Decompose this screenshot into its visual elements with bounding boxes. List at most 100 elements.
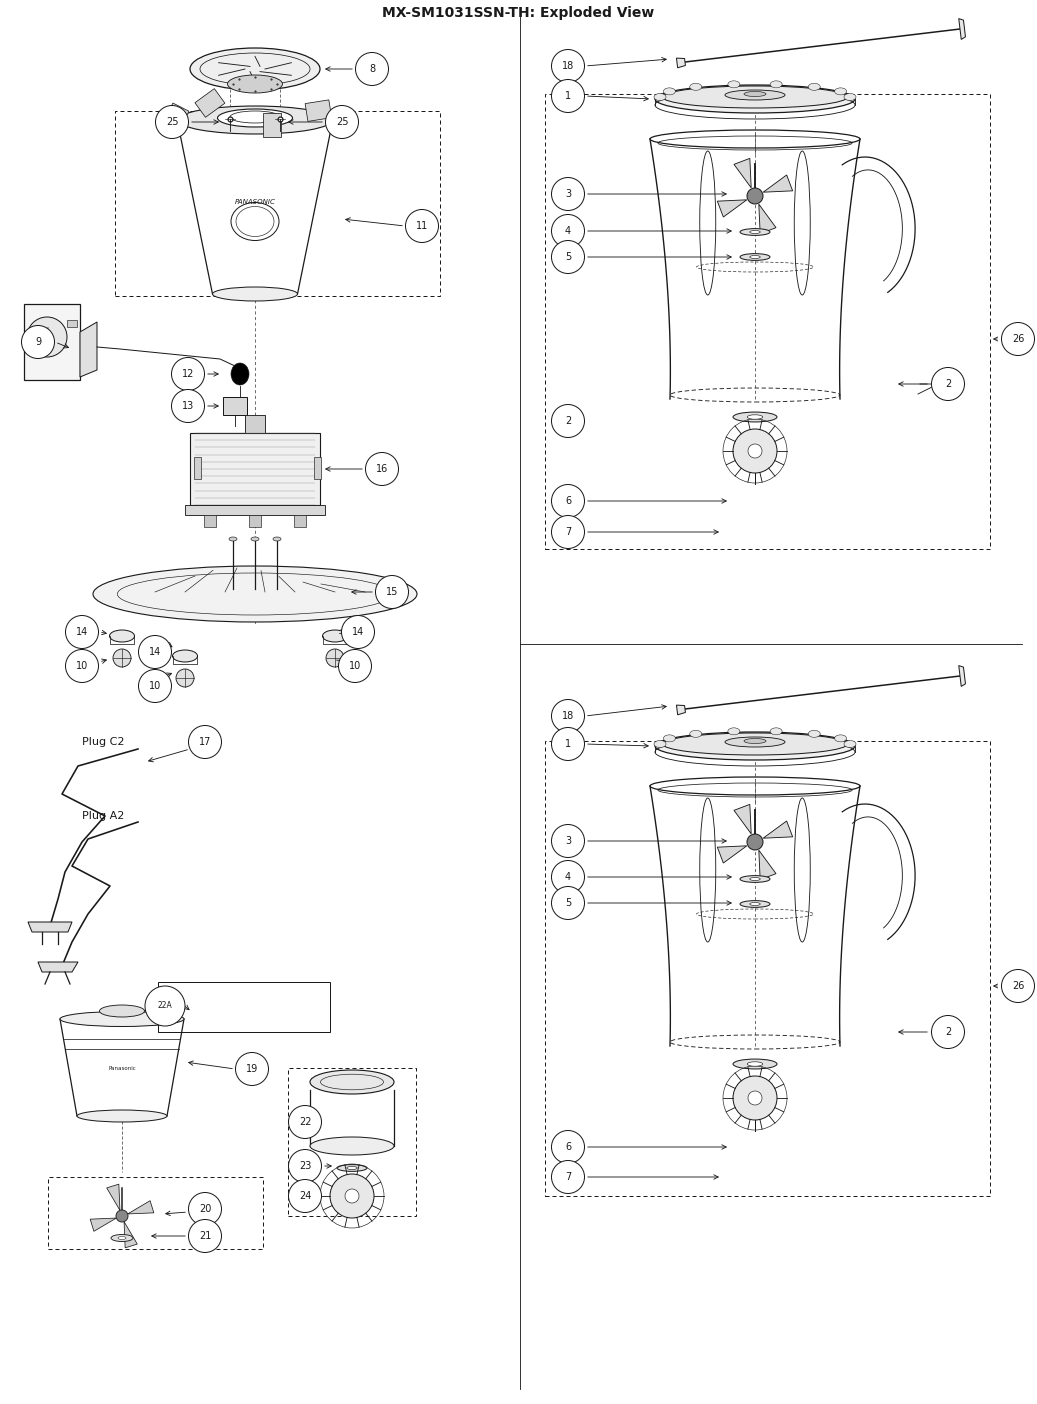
Polygon shape <box>28 922 72 932</box>
Text: Plug C2: Plug C2 <box>82 737 124 747</box>
Circle shape <box>552 699 585 733</box>
Ellipse shape <box>750 256 760 258</box>
Bar <box>288 1068 416 1216</box>
Bar <box>194 456 201 479</box>
Text: 14: 14 <box>352 628 364 637</box>
Polygon shape <box>959 18 965 39</box>
Polygon shape <box>734 804 751 834</box>
Text: 0: 0 <box>45 341 49 347</box>
Ellipse shape <box>273 536 281 541</box>
Circle shape <box>931 368 964 400</box>
Text: 22A: 22A <box>158 1001 172 1011</box>
Circle shape <box>405 209 439 243</box>
Ellipse shape <box>844 94 856 101</box>
Ellipse shape <box>100 1005 144 1016</box>
Circle shape <box>733 430 777 473</box>
Ellipse shape <box>835 734 846 741</box>
Ellipse shape <box>654 740 666 747</box>
Text: 6: 6 <box>565 496 571 505</box>
Ellipse shape <box>770 81 782 88</box>
Circle shape <box>176 668 194 687</box>
Circle shape <box>288 1150 321 1182</box>
Bar <box>204 515 216 526</box>
Polygon shape <box>959 665 965 687</box>
Ellipse shape <box>748 1061 762 1066</box>
Polygon shape <box>90 1219 116 1231</box>
Bar <box>115 111 440 296</box>
Ellipse shape <box>251 536 259 541</box>
Bar <box>245 416 265 432</box>
Text: 6: 6 <box>565 1141 571 1153</box>
Circle shape <box>189 1220 222 1252</box>
Ellipse shape <box>218 110 292 126</box>
Bar <box>305 100 332 121</box>
Ellipse shape <box>93 566 417 622</box>
Circle shape <box>552 886 585 920</box>
Ellipse shape <box>740 254 770 260</box>
Circle shape <box>552 861 585 893</box>
Circle shape <box>338 650 371 682</box>
Ellipse shape <box>177 105 333 133</box>
Circle shape <box>356 52 389 86</box>
Ellipse shape <box>770 727 782 734</box>
Circle shape <box>326 105 359 139</box>
Circle shape <box>288 1105 321 1139</box>
Circle shape <box>931 1015 964 1049</box>
Ellipse shape <box>744 739 766 744</box>
Ellipse shape <box>728 727 739 734</box>
Text: 10: 10 <box>348 661 361 671</box>
Ellipse shape <box>808 730 820 737</box>
Circle shape <box>288 1179 321 1213</box>
Bar <box>262 112 280 136</box>
Text: 5: 5 <box>565 899 571 908</box>
Bar <box>314 456 321 479</box>
Circle shape <box>748 444 762 458</box>
Polygon shape <box>80 322 97 378</box>
Ellipse shape <box>118 1237 127 1240</box>
Bar <box>195 88 225 118</box>
Bar <box>162 102 189 132</box>
Ellipse shape <box>310 1137 394 1155</box>
Bar <box>24 305 80 380</box>
Circle shape <box>1002 970 1035 1002</box>
Ellipse shape <box>231 364 249 385</box>
Circle shape <box>139 636 171 668</box>
Text: 25: 25 <box>336 117 348 126</box>
Ellipse shape <box>725 90 785 100</box>
Ellipse shape <box>663 86 847 108</box>
Ellipse shape <box>663 733 847 755</box>
Circle shape <box>27 317 67 357</box>
Ellipse shape <box>346 1167 358 1170</box>
Text: 4: 4 <box>565 226 571 236</box>
Ellipse shape <box>655 86 854 112</box>
Polygon shape <box>107 1184 120 1210</box>
Circle shape <box>65 650 99 682</box>
Circle shape <box>171 389 204 423</box>
Text: 9: 9 <box>35 337 41 347</box>
Circle shape <box>747 834 763 849</box>
Bar <box>67 320 77 327</box>
Polygon shape <box>763 176 792 192</box>
Ellipse shape <box>808 83 820 90</box>
Bar <box>48 1177 263 1250</box>
Ellipse shape <box>740 229 770 236</box>
Circle shape <box>345 1189 359 1203</box>
Ellipse shape <box>655 731 854 760</box>
Circle shape <box>113 649 131 667</box>
Circle shape <box>552 49 585 83</box>
Ellipse shape <box>654 94 666 101</box>
Polygon shape <box>734 159 751 188</box>
Text: 4: 4 <box>565 872 571 882</box>
Bar <box>190 432 320 505</box>
Polygon shape <box>128 1200 153 1214</box>
Ellipse shape <box>60 1011 184 1026</box>
Text: 8: 8 <box>369 65 375 74</box>
Circle shape <box>341 615 374 649</box>
Bar <box>545 741 990 1196</box>
Circle shape <box>235 1053 269 1085</box>
Ellipse shape <box>750 230 760 233</box>
Bar <box>223 397 247 416</box>
Text: 14: 14 <box>149 647 161 657</box>
Text: 10: 10 <box>76 661 88 671</box>
Text: 16: 16 <box>375 463 388 475</box>
